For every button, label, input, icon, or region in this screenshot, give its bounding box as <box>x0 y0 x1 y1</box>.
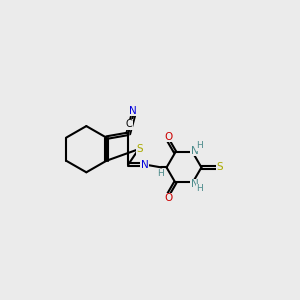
Text: S: S <box>136 144 143 154</box>
Text: N: N <box>191 179 198 189</box>
Text: H: H <box>196 142 203 151</box>
Text: N: N <box>191 146 198 156</box>
Text: H: H <box>196 184 203 194</box>
Text: N: N <box>130 106 137 116</box>
Text: S: S <box>217 162 223 172</box>
Text: O: O <box>164 193 172 203</box>
Text: N: N <box>141 160 149 170</box>
Text: H: H <box>157 169 164 178</box>
Text: C: C <box>125 119 132 129</box>
Text: O: O <box>164 132 172 142</box>
